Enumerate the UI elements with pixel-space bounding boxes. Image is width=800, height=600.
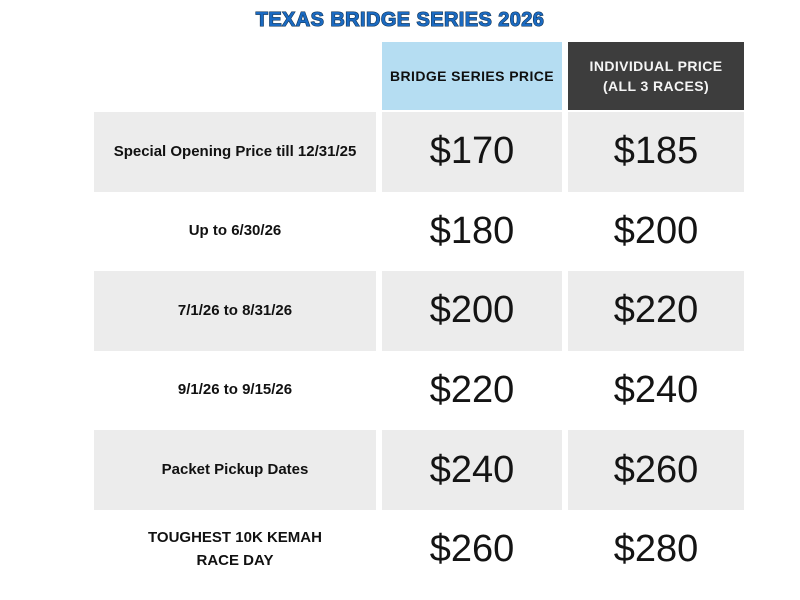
header-spacer-cell xyxy=(94,42,376,112)
individual-price-cell: $240 xyxy=(613,369,699,412)
individual-price-cell: $200 xyxy=(613,209,699,252)
bridge-price-cell: $240 xyxy=(382,430,562,510)
bridge-price-cell: $260 xyxy=(429,528,515,571)
pricing-table: BRIDGE SERIES PRICE INDIVIDUAL PRICE (AL… xyxy=(94,42,744,590)
bridge-price-cell: $200 xyxy=(382,271,562,351)
bridge-price-cell: $220 xyxy=(429,369,515,412)
bridge-price-cell: $180 xyxy=(429,209,515,252)
column-header-individual: INDIVIDUAL PRICE (ALL 3 RACES) xyxy=(568,42,744,112)
row-label: Packet Pickup Dates xyxy=(94,430,376,510)
row-label: Up to 6/30/26 xyxy=(188,222,282,240)
individual-price-cell: $280 xyxy=(613,528,699,571)
individual-price-cell: $185 xyxy=(568,112,744,192)
individual-price-cell: $220 xyxy=(568,271,744,351)
bridge-price-cell: $170 xyxy=(382,112,562,192)
row-label: TOUGHEST 10K KEMAH RACE DAY xyxy=(148,529,322,569)
individual-price-cell: $260 xyxy=(568,430,744,510)
row-label: 7/1/26 to 8/31/26 xyxy=(94,271,376,351)
row-label: Special Opening Price till 12/31/25 xyxy=(94,112,376,192)
column-header-bridge-series: BRIDGE SERIES PRICE xyxy=(382,42,562,112)
page-title: TEXAS BRIDGE SERIES 2026 xyxy=(255,8,545,31)
row-label: 9/1/26 to 9/15/26 xyxy=(177,381,293,399)
